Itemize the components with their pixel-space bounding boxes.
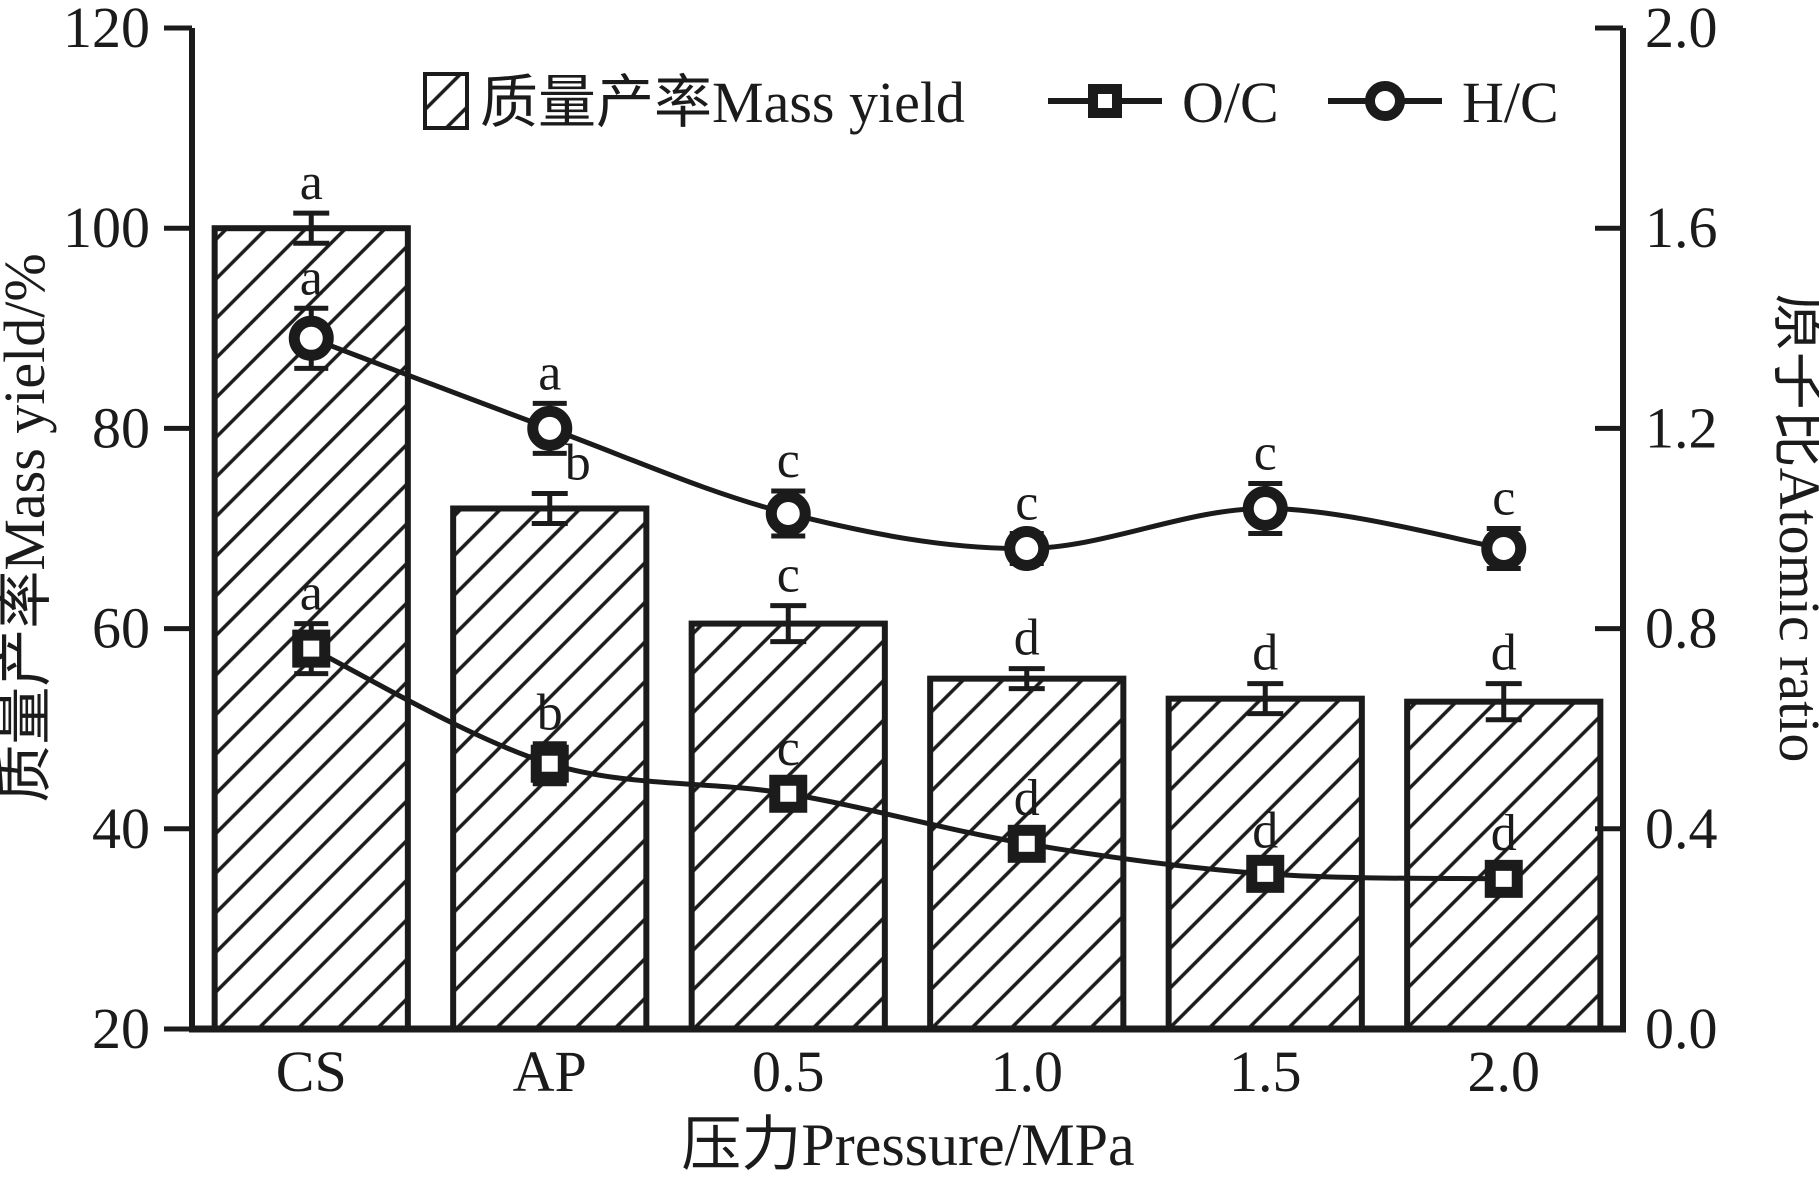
marker-H-C-AP (527, 405, 573, 451)
significance-letter-O-C: d (1491, 805, 1517, 862)
legend-marker-hc (1365, 81, 1405, 121)
legend-swatch-mass-yield (423, 72, 469, 130)
right-axis-tick-label: 2.0 (1645, 0, 1718, 60)
legend-label-hc: H/C (1462, 70, 1559, 135)
significance-letter-H-C: c (1254, 424, 1277, 481)
x-category-label: 2.0 (1468, 1039, 1541, 1104)
significance-letter-O-C: c (777, 720, 800, 777)
marker-O-C-2.0 (1484, 859, 1523, 898)
bar-0.5 (688, 620, 888, 1032)
significance-letter-H-C: c (777, 432, 800, 489)
legend-label-mass-yield: 质量产率Mass yield (480, 70, 965, 135)
right-axis-tick-label: 0.4 (1645, 796, 1718, 861)
line-H-C (310, 335, 1505, 552)
right-axis-tick-label: 0.0 (1645, 996, 1718, 1061)
marker-H-C-0.5 (765, 490, 811, 536)
significance-letter-bar: d (1014, 610, 1040, 667)
significance-letter-H-C: c (1015, 475, 1038, 532)
left-axis-tick-label: 60 (92, 596, 150, 661)
significance-letter-H-C: c (1492, 470, 1515, 527)
significance-letter-bar: d (1491, 625, 1517, 682)
marker-O-C-AP (530, 744, 569, 783)
significance-letter-bar: b (565, 434, 591, 491)
marker-O-C-1.0 (1007, 824, 1046, 863)
left-axis-tick-label: 120 (63, 0, 150, 60)
legend-label-oc: O/C (1182, 70, 1279, 135)
right-axis-tick-label: 0.8 (1645, 596, 1718, 661)
x-category-label: 1.5 (1229, 1039, 1302, 1104)
left-axis-title: 质量产率Mass yield/% (0, 253, 57, 802)
right-axis-tick-label: 1.6 (1645, 195, 1718, 260)
significance-letter-O-C: a (300, 565, 323, 622)
significance-letter-O-C: d (1252, 802, 1278, 859)
x-category-label: AP (513, 1039, 587, 1104)
right-axis-title: 原子比Atomic ratio (1767, 294, 1819, 763)
line-O-C (310, 646, 1504, 882)
x-axis-title: 压力Pressure/MPa (681, 1112, 1134, 1178)
right-axis-tick-label: 1.2 (1645, 395, 1718, 460)
marker-O-C-0.5 (769, 774, 808, 813)
x-category-label: CS (276, 1039, 347, 1104)
marker-H-C-1.0 (1004, 526, 1050, 572)
significance-letter-bar: a (300, 154, 323, 211)
significance-letter-O-C: b (537, 685, 563, 742)
left-axis-tick-label: 100 (63, 195, 150, 260)
significance-letter-H-C: a (538, 344, 561, 401)
left-axis-tick-label: 80 (92, 395, 150, 460)
x-category-label: 1.0 (991, 1039, 1064, 1104)
left-axis-tick-label: 20 (92, 996, 150, 1061)
marker-H-C-CS (288, 315, 334, 361)
left-axis-tick-label: 40 (92, 796, 150, 861)
significance-letter-bar: d (1252, 625, 1278, 682)
significance-letter-H-C: a (300, 249, 323, 306)
significance-letter-O-C: d (1014, 770, 1040, 827)
x-category-label: 0.5 (752, 1039, 825, 1104)
marker-O-C-1.5 (1246, 854, 1285, 893)
marker-H-C-1.5 (1242, 485, 1288, 531)
significance-letter-bar: c (777, 547, 800, 604)
marker-H-C-2.0 (1481, 526, 1527, 572)
marker-O-C-CS (292, 629, 331, 668)
legend-marker-oc (1088, 84, 1122, 118)
